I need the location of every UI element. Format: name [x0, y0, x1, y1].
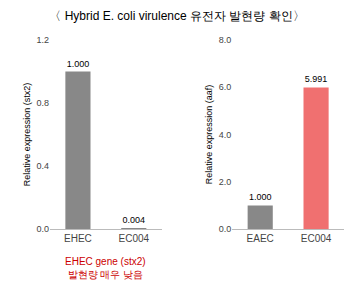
svg-text:1.2: 1.2	[36, 35, 49, 45]
svg-text:1.000: 1.000	[67, 59, 90, 69]
svg-text:0.0: 0.0	[36, 224, 49, 234]
svg-text:0.4: 0.4	[36, 161, 49, 171]
svg-text:EHEC: EHEC	[64, 233, 92, 244]
svg-text:5.991: 5.991	[305, 74, 328, 84]
svg-text:Relative expression (stx2): Relative expression (stx2)	[22, 83, 32, 187]
svg-text:EAEC: EAEC	[247, 233, 274, 244]
svg-text:EC004: EC004	[119, 233, 150, 244]
svg-text:6.0: 6.0	[219, 82, 232, 92]
svg-text:EHEC gene (stx2)발현량 매우 낮음: EHEC gene (stx2)발현량 매우 낮음	[65, 256, 146, 280]
svg-text:8.0: 8.0	[219, 35, 232, 45]
svg-text:1.000: 1.000	[249, 192, 272, 202]
svg-text:0.004: 0.004	[123, 215, 146, 225]
svg-text:4.0: 4.0	[219, 130, 232, 140]
svg-text:Relative expression (aaf): Relative expression (aaf)	[204, 85, 214, 185]
svg-text:0.0: 0.0	[219, 224, 232, 234]
svg-text:EC004: EC004	[301, 233, 332, 244]
svg-text:0.8: 0.8	[36, 98, 49, 108]
svg-text:2.0: 2.0	[219, 177, 232, 187]
svg-text:〈 Hybrid E. coli virulence 유전자: 〈 Hybrid E. coli virulence 유전자 발현량 확인〉	[49, 9, 304, 23]
